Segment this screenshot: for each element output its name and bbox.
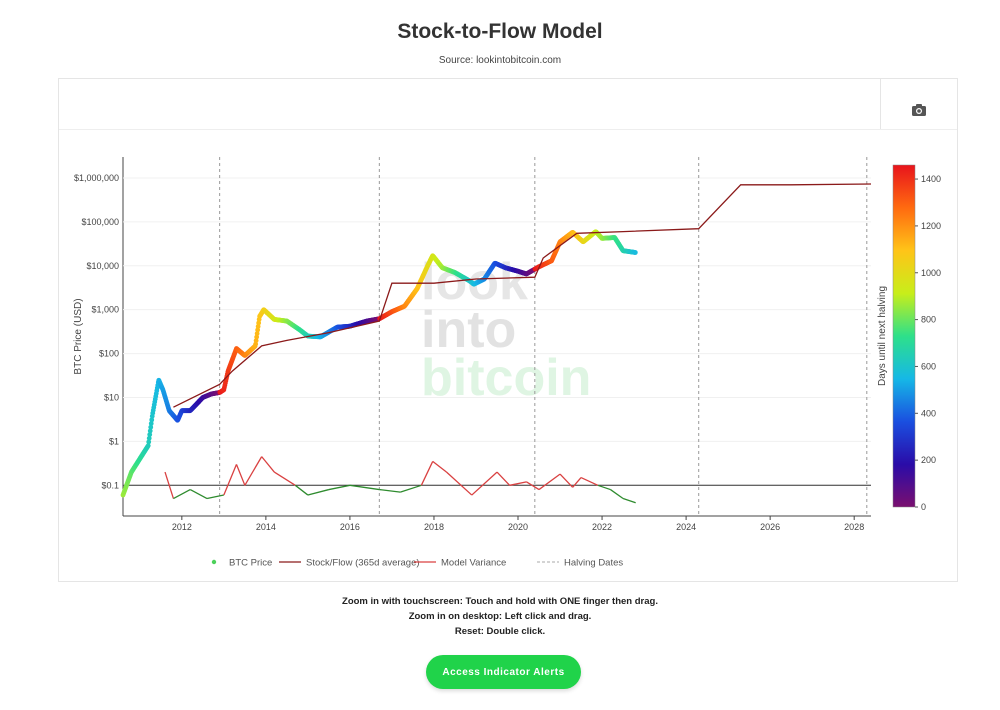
btc-price-point [254,334,260,340]
model-variance-segment [328,484,351,491]
btc-price-point [148,424,154,430]
model-variance-segment [223,464,238,496]
model-variance-segment [622,497,636,504]
y-tick-label: $1,000,000 [74,173,119,183]
instruction-touch: Zoom in with touchscreen: Touch and hold… [342,596,658,607]
instruction-desktop: Zoom in on desktop: Left click and drag. [408,611,592,622]
x-tick-label: 2016 [340,522,360,532]
model-variance-segment [432,460,447,473]
toolbar-divider [59,129,957,130]
page-subtitle: Source: lookintobitcoin.com [438,55,562,66]
colorbar-tick-label: 800 [921,315,936,325]
x-tick-label: 2028 [844,522,864,532]
colorbar-tick-label: 600 [921,361,936,371]
btc-price-point [146,439,152,445]
model-variance-segment [509,481,527,486]
model-variance-segment [610,489,624,500]
legend-label: Halving Dates [564,558,623,569]
btc-price-point [253,338,259,343]
instruction-reset: Reset: Double click. [454,626,546,637]
btc-price-point [149,417,155,423]
colorbar-tick-label: 1000 [921,268,941,278]
y-axis-label: BTC Price (USD) [73,298,84,374]
model-variance-segment [379,488,401,493]
model-variance-segment [420,461,434,486]
legend-label: Stock/Flow (365d average) [306,558,420,569]
x-tick-label: 2022 [592,522,612,532]
colorbar [892,164,916,508]
x-tick-label: 2014 [256,522,276,532]
model-variance-segment [244,456,263,486]
x-tick-label: 2020 [508,522,528,532]
btc-price-point [146,435,152,441]
model-variance-segment [173,488,191,500]
model-variance-segment [273,471,296,486]
model-variance-segment [538,473,561,491]
btc-price-point [253,341,259,347]
chart-panel[interactable]: $1,000,000 $100,000 $10,000 $1,000 $100 $10 $1… [58,78,958,582]
x-tick-label: 2012 [172,522,192,532]
y-tick-label: $10,000 [86,261,119,271]
model-variance-segment [400,484,422,493]
model-variance-segment [526,481,540,491]
model-variance-segment [559,473,574,488]
model-variance-segment [580,476,599,486]
chart-plot[interactable]: $1,000,000$100,000$10,000$1,000$100$10$1… [59,79,957,581]
model-variance-segment [446,471,473,496]
btc-price-point [255,327,261,333]
btc-price-point [254,331,260,336]
legend-label: BTC Price [229,558,272,569]
legend-label: Model Variance [441,558,506,569]
model-variance-segment [349,484,380,491]
access-indicator-alerts-button[interactable]: Access Indicator Alerts [426,655,581,689]
colorbar-tick-label: 400 [921,408,936,418]
model-variance-segment [235,464,246,486]
btc-price-point [147,432,153,438]
btc-price-point [145,443,151,449]
y-tick-label: $100,000 [81,217,119,227]
x-tick-label: 2018 [424,522,444,532]
model-variance-segment [572,477,582,488]
btc-price-point [255,324,261,329]
watermark-text: into [421,301,516,359]
model-variance-segment [471,471,498,496]
model-variance-segment [496,471,511,486]
btc-price-point [256,320,262,326]
colorbar-tick-label: 1400 [921,174,941,184]
btc-price-point [632,250,638,255]
colorbar-tick-label: 1200 [921,221,941,231]
toolbar-separator [880,79,881,129]
model-variance-segment [261,456,275,473]
x-tick-label: 2024 [676,522,696,532]
colorbar-title: Days until next halving [877,286,888,386]
colorbar-tick-label: 200 [921,455,936,465]
model-variance-segment [189,488,208,500]
y-tick-label: $0.1 [101,480,119,490]
model-variance-segment [294,484,309,496]
page-title: Stock-to-Flow Model [397,20,603,43]
y-tick-label: $10 [104,392,119,402]
watermark-text: bitcoin [421,349,591,407]
btc-price-point [148,421,154,426]
model-variance-segment [307,488,330,496]
model-variance-segment [206,494,224,500]
zoom-instructions: Zoom in with touchscreen: Touch and hold… [0,594,1000,639]
btc-price-point [147,428,153,434]
camera-icon[interactable] [911,103,927,117]
y-tick-label: $1 [109,436,119,446]
model-variance-segment [597,484,611,491]
y-tick-label: $100 [99,349,119,359]
model-variance-segment [164,471,175,499]
x-tick-label: 2026 [760,522,780,532]
stock-to-flow-line [173,183,872,408]
y-tick-label: $1,000 [91,305,119,315]
legend-swatch-btc-price [211,559,217,565]
colorbar-tick-label: 0 [921,502,926,512]
